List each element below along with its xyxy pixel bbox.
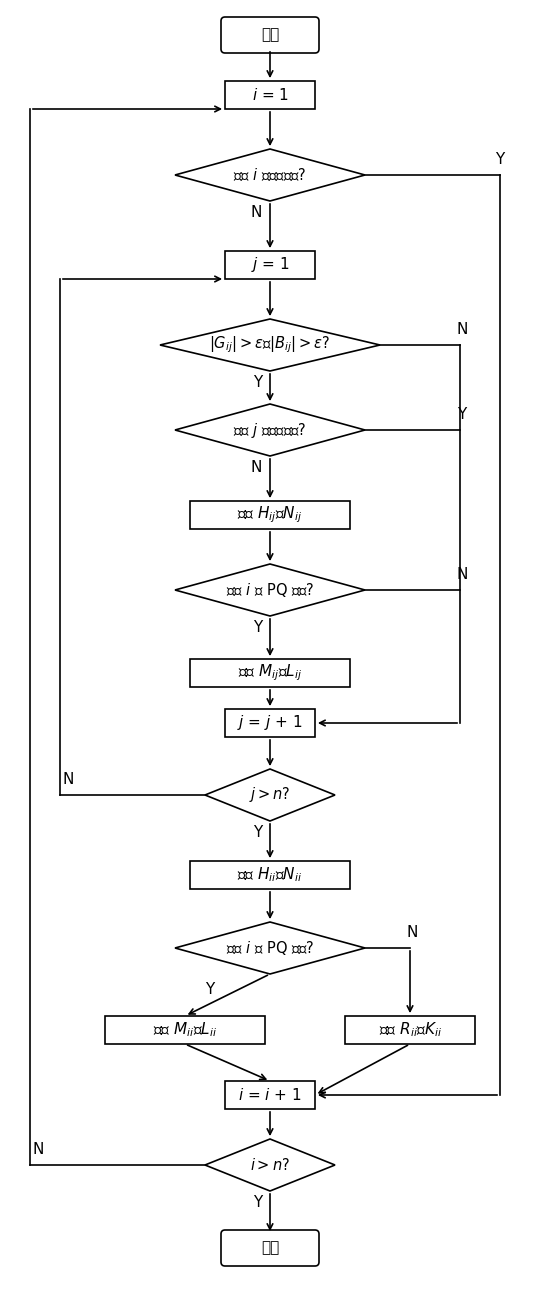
Text: Y: Y [205,983,214,997]
Text: 计算 $R_{ii}$、$K_{ii}$: 计算 $R_{ii}$、$K_{ii}$ [379,1020,442,1040]
Text: N: N [63,772,75,786]
Text: 节点 $i$ 是 PQ 节点?: 节点 $i$ 是 PQ 节点? [226,939,314,957]
Polygon shape [175,564,365,616]
Text: Y: Y [495,152,504,166]
Bar [345,1017,475,1044]
FancyBboxPatch shape [221,1230,319,1266]
Polygon shape [175,150,365,202]
Polygon shape [205,770,335,822]
Bar [225,81,315,109]
Text: Y: Y [253,374,262,390]
Polygon shape [205,1139,335,1191]
Text: Y: Y [457,407,466,422]
Text: N: N [457,567,468,582]
Bar [105,1017,265,1044]
Polygon shape [160,318,380,370]
Text: $j$ = $j$ + 1: $j$ = $j$ + 1 [237,714,303,732]
Text: $j>n$?: $j>n$? [249,785,291,805]
Text: 开始: 开始 [261,27,279,43]
Text: 计算 $H_{ij}$、$N_{ij}$: 计算 $H_{ij}$、$N_{ij}$ [238,504,302,525]
Text: Y: Y [253,620,262,634]
Text: 修正 $M_{ii}$、$L_{ii}$: 修正 $M_{ii}$、$L_{ii}$ [153,1020,217,1040]
Text: 节点 $i$ 是平衡节点?: 节点 $i$ 是平衡节点? [233,166,307,183]
Text: 修正 $H_{ii}$、$N_{ii}$: 修正 $H_{ii}$、$N_{ii}$ [238,866,302,884]
Text: 节点 $i$ 是 PQ 节点?: 节点 $i$ 是 PQ 节点? [226,581,314,599]
Bar [190,500,350,529]
Text: N: N [33,1141,44,1157]
Text: 节点 $j$ 是平衡节点?: 节点 $j$ 是平衡节点? [233,420,307,439]
Text: $i$ = 1: $i$ = 1 [252,87,288,103]
Bar [225,251,315,280]
Polygon shape [175,404,365,456]
Text: N: N [251,205,262,220]
Text: Y: Y [253,1195,262,1210]
Text: $i>n$?: $i>n$? [250,1157,290,1173]
FancyBboxPatch shape [221,17,319,53]
Text: Y: Y [253,826,262,840]
Bar [190,659,350,686]
Text: $j$ = 1: $j$ = 1 [251,256,289,274]
Bar [190,861,350,889]
Text: N: N [457,322,468,337]
Text: $i$ = $i$ + 1: $i$ = $i$ + 1 [238,1087,302,1102]
Text: 结束: 结束 [261,1240,279,1256]
Text: N: N [407,926,419,940]
Polygon shape [175,922,365,974]
Text: 计算 $M_{ij}$、$L_{ij}$: 计算 $M_{ij}$、$L_{ij}$ [238,663,302,684]
Text: N: N [251,460,262,474]
Bar [225,1082,315,1109]
Bar [225,708,315,737]
Text: $|G_{ij}|>\varepsilon$或$|B_{ij}|>\varepsilon$?: $|G_{ij}|>\varepsilon$或$|B_{ij}|>\vareps… [210,334,330,355]
